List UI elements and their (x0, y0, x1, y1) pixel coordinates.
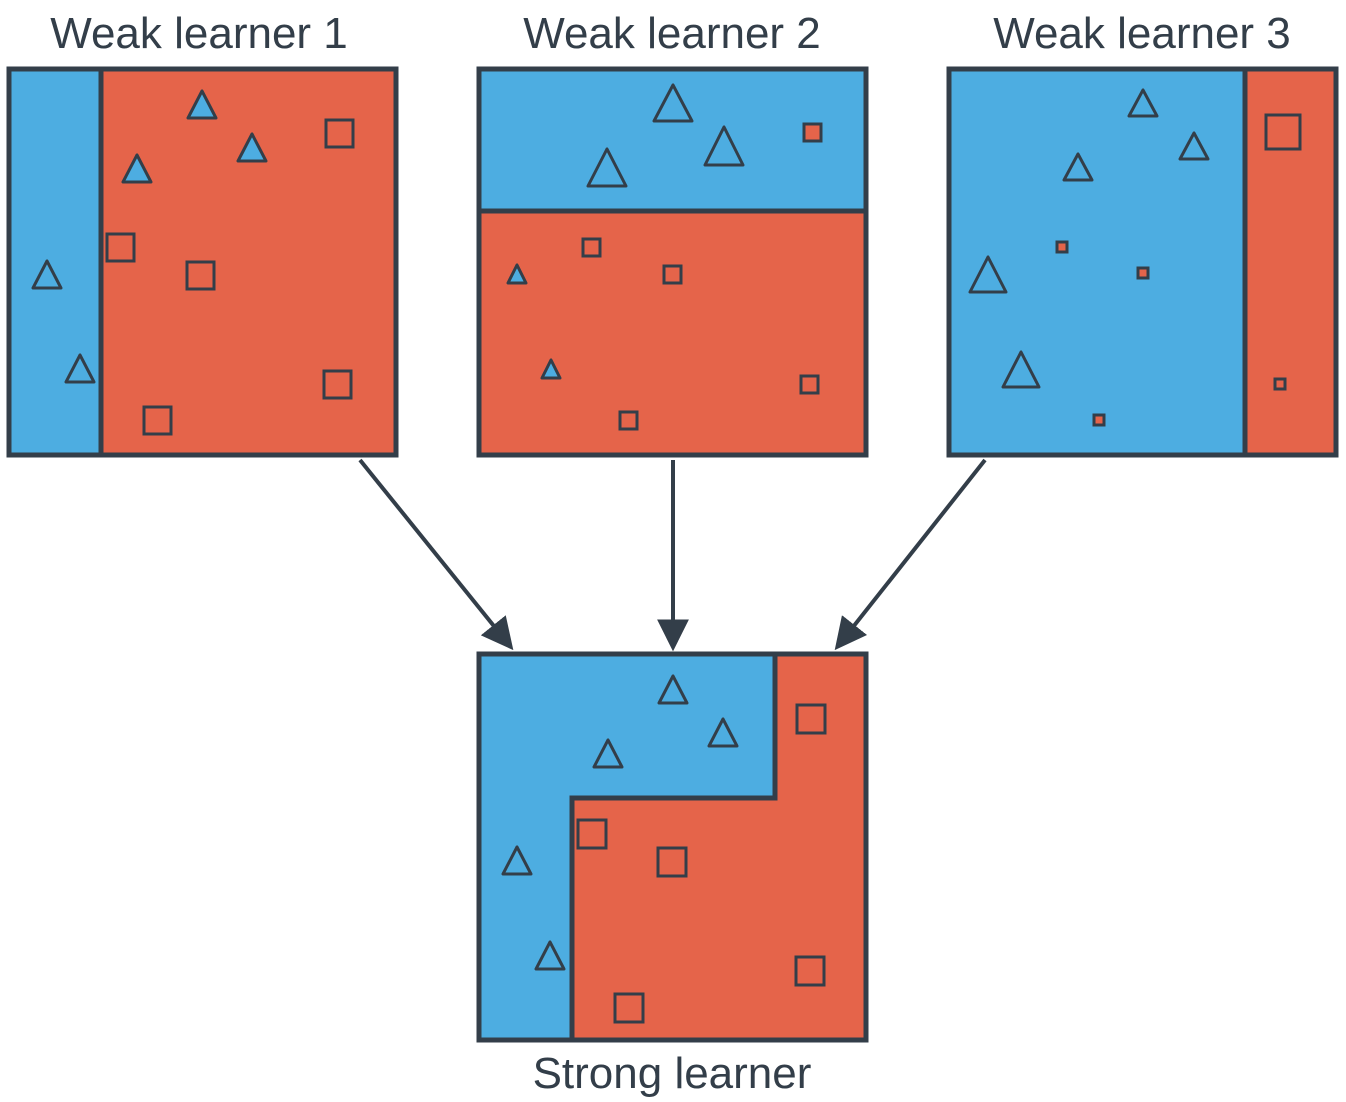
weak-learner-2-title: Weak learner 2 (523, 9, 821, 58)
triangle-icon (1001, 350, 1041, 389)
triangle-icon (501, 845, 533, 876)
triangle-icon (31, 259, 63, 290)
panel-border (6, 66, 399, 458)
square-icon (613, 992, 645, 1024)
triangle-icon (652, 83, 694, 123)
square-icon (795, 703, 827, 735)
strong-learner-panel (476, 651, 869, 1043)
square-icon (1264, 113, 1302, 151)
triangle-icon (592, 738, 624, 769)
square-icon (662, 264, 683, 285)
triangle-icon (707, 717, 739, 748)
triangle-icon (236, 132, 268, 163)
square-icon (802, 122, 823, 143)
square-icons (105, 118, 355, 436)
weak-learner-1-panel (6, 66, 399, 458)
square-icon (185, 260, 216, 291)
arrows (358, 458, 987, 652)
decision-boundary (569, 654, 778, 1040)
triangle-icons (31, 89, 268, 384)
square-icon (1273, 377, 1287, 391)
square-icon (105, 232, 136, 263)
square-icon (1055, 240, 1069, 254)
weak-learner-3-panel (946, 66, 1339, 458)
square-icon (618, 410, 639, 431)
weak-learner-2-panel (476, 66, 869, 458)
triangle-icon (186, 89, 218, 120)
triangle-icons (506, 83, 745, 380)
triangle-icon (506, 263, 528, 285)
square-icon (794, 955, 826, 987)
red-region (479, 211, 866, 455)
triangle-icon (121, 153, 153, 184)
triangle-icon (968, 255, 1008, 294)
triangle-icon (703, 125, 745, 167)
triangle-icons (968, 88, 1210, 389)
triangle-icon (657, 674, 689, 705)
weak-learner-3-title: Weak learner 3 (993, 9, 1291, 58)
triangle-icons (501, 674, 739, 971)
blue-region (479, 654, 775, 1040)
triangle-icon (1062, 152, 1094, 182)
arrow-down-icon (358, 458, 514, 651)
square-icon (656, 846, 688, 878)
triangle-icon (534, 940, 566, 971)
triangle-icon (586, 147, 628, 188)
square-icon (576, 818, 608, 850)
square-icon (142, 405, 173, 436)
square-icon (324, 118, 355, 149)
square-icon (1136, 266, 1150, 280)
triangle-icon (540, 358, 562, 380)
arrow-down-icon (834, 458, 987, 651)
strong-learner-title: Strong learner (533, 1049, 812, 1098)
square-icon (799, 374, 820, 395)
square-icon (1092, 413, 1106, 427)
square-icons (581, 122, 823, 431)
square-icons (576, 703, 827, 1024)
triangle-icon (1178, 131, 1210, 161)
square-icons (1055, 113, 1302, 427)
panel-border (946, 66, 1339, 458)
triangle-icon (64, 353, 96, 384)
square-icon (581, 237, 602, 258)
weak-learner-1-title: Weak learner 1 (50, 9, 348, 58)
panel-border (476, 66, 869, 458)
triangle-icon (1127, 88, 1159, 118)
blue-region (9, 69, 101, 455)
blue-region (949, 69, 1245, 455)
panel-border (476, 651, 869, 1043)
square-icon (322, 369, 353, 400)
